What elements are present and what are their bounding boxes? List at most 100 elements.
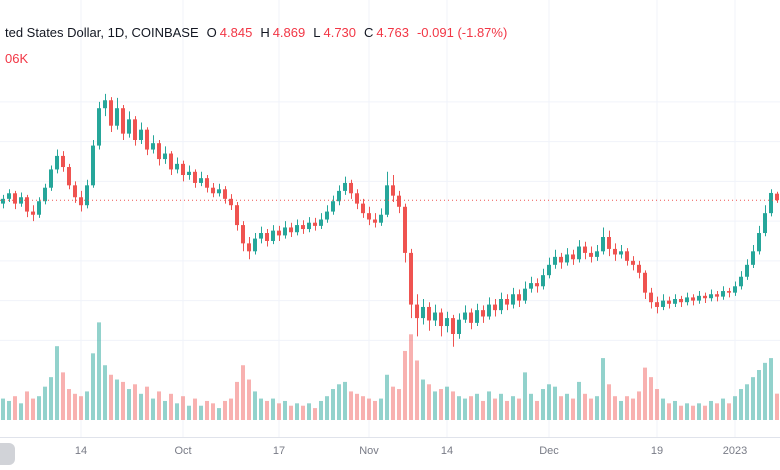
ohlc-open-value: 4.845 bbox=[219, 25, 253, 40]
volume-bar bbox=[361, 396, 365, 420]
candle-body bbox=[205, 178, 209, 188]
volume-bar bbox=[169, 393, 173, 420]
candle-body bbox=[673, 299, 677, 304]
volume-value: 06K bbox=[5, 51, 29, 66]
volume-bar bbox=[691, 405, 695, 420]
time-axis-label: 14 bbox=[441, 445, 453, 457]
candle-body bbox=[745, 264, 749, 277]
volume-bar bbox=[727, 403, 731, 420]
candle-body bbox=[583, 246, 587, 253]
volume-bar bbox=[673, 400, 677, 420]
candle-body bbox=[541, 275, 545, 287]
candle-body bbox=[103, 100, 107, 109]
volume-bar bbox=[355, 393, 359, 420]
candle-body bbox=[421, 306, 425, 319]
candle-body bbox=[697, 295, 701, 301]
candles-layer bbox=[1, 93, 779, 347]
candle-body bbox=[739, 276, 743, 287]
candle-body bbox=[127, 119, 131, 134]
candle-body bbox=[199, 178, 203, 183]
volume-bar bbox=[445, 386, 449, 420]
volume-bar bbox=[745, 384, 749, 420]
volume-bar bbox=[661, 398, 665, 420]
candle-body bbox=[253, 238, 257, 252]
volume-bar bbox=[325, 396, 329, 420]
volume-bar bbox=[271, 398, 275, 420]
volume-bar bbox=[379, 398, 383, 420]
ohlc-low-label: L bbox=[313, 25, 321, 40]
candle-body bbox=[157, 143, 161, 160]
candle-body bbox=[709, 294, 713, 299]
volume-bar bbox=[535, 400, 539, 420]
volume-bar bbox=[565, 393, 569, 420]
candle-body bbox=[451, 318, 455, 334]
ohlc-low-value: 4.730 bbox=[323, 25, 357, 40]
volume-bar bbox=[97, 322, 101, 420]
volume-bar bbox=[397, 389, 401, 420]
volume-bar bbox=[349, 391, 353, 420]
ohlc-close-label: C bbox=[364, 25, 374, 40]
candle-body bbox=[595, 251, 599, 257]
volume-bar bbox=[205, 400, 209, 420]
candle-body bbox=[733, 286, 737, 293]
candle-body bbox=[385, 185, 389, 215]
volume-bar bbox=[685, 403, 689, 420]
candle-body bbox=[571, 254, 575, 260]
candle-body bbox=[403, 206, 407, 253]
symbol-title[interactable]: ted States Dollar, 1D, COINBASE bbox=[5, 25, 199, 40]
candle-body bbox=[85, 185, 89, 206]
volume-bar bbox=[721, 398, 725, 420]
volume-bar bbox=[373, 400, 377, 420]
candle-body bbox=[211, 187, 215, 194]
candle-body bbox=[271, 230, 275, 241]
volume-bar bbox=[307, 403, 311, 420]
candle-body bbox=[535, 283, 539, 287]
volume-bar bbox=[31, 398, 35, 420]
volume-bar bbox=[553, 386, 557, 420]
candle-body bbox=[319, 219, 323, 226]
candle-body bbox=[349, 182, 353, 194]
volume-bar bbox=[217, 408, 221, 420]
volume-bar bbox=[139, 393, 143, 420]
candle-body bbox=[313, 222, 317, 226]
volume-bar bbox=[337, 384, 341, 420]
volume-bar bbox=[613, 396, 617, 420]
volume-bar bbox=[415, 360, 419, 420]
volume-bar bbox=[475, 393, 479, 420]
volume-bar bbox=[157, 391, 161, 420]
volume-bar bbox=[703, 405, 707, 420]
candle-body bbox=[409, 252, 413, 305]
time-axis-label: Oct bbox=[174, 445, 191, 457]
candle-body bbox=[133, 119, 137, 141]
candle-body bbox=[151, 143, 155, 150]
candle-body bbox=[655, 302, 659, 307]
candle-body bbox=[355, 193, 359, 204]
volume-bar bbox=[547, 384, 551, 420]
tradingview-logo[interactable] bbox=[0, 443, 15, 465]
candle-body bbox=[433, 312, 437, 321]
candle-body bbox=[601, 237, 605, 252]
candle-body bbox=[631, 260, 635, 265]
candle-body bbox=[331, 201, 335, 212]
candle-body bbox=[481, 310, 485, 317]
time-axis-label: 14 bbox=[75, 445, 87, 457]
time-axis[interactable]: 14 Oct 17 Nov 14 Dec 19 2023 bbox=[75, 445, 747, 457]
volume-bar bbox=[229, 398, 233, 420]
candle-body bbox=[367, 213, 371, 220]
volume-bar bbox=[253, 391, 257, 420]
volume-bar bbox=[733, 396, 737, 420]
candle-body bbox=[247, 243, 251, 252]
candle-body bbox=[487, 304, 491, 317]
volume-bar bbox=[283, 400, 287, 420]
candle-body bbox=[619, 251, 623, 255]
candle-body bbox=[577, 246, 581, 260]
candle-body bbox=[397, 195, 401, 207]
volume-bar bbox=[73, 393, 77, 420]
volume-bar bbox=[619, 400, 623, 420]
candle-body bbox=[565, 254, 569, 263]
volume-bar bbox=[751, 377, 755, 420]
candle-body bbox=[505, 299, 509, 305]
volume-bar bbox=[571, 398, 575, 420]
candle-body bbox=[445, 318, 449, 327]
